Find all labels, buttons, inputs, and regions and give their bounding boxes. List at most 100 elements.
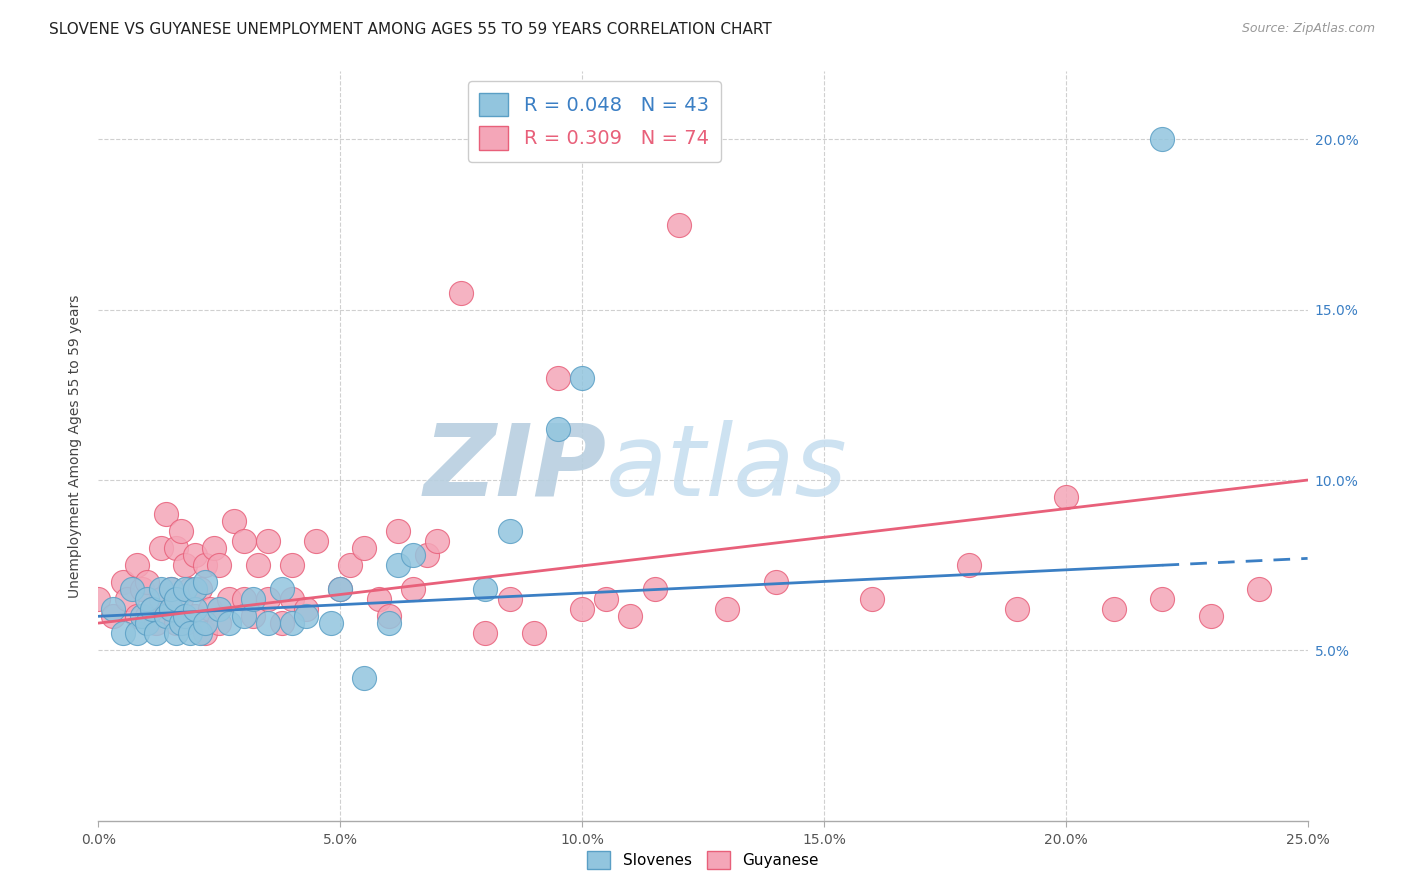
- Point: [232, 609, 254, 624]
- Legend: R = 0.048   N = 43, R = 0.309   N = 74: R = 0.048 N = 43, R = 0.309 N = 74: [468, 81, 721, 161]
- Point: [184, 609, 207, 624]
- Point: [232, 534, 254, 549]
- Point: [174, 558, 197, 573]
- Point: [281, 558, 304, 573]
- Point: [1249, 582, 1271, 596]
- Point: [256, 616, 278, 631]
- Point: [111, 626, 134, 640]
- Point: [247, 558, 270, 573]
- Point: [242, 592, 264, 607]
- Text: ZIP: ZIP: [423, 420, 606, 517]
- Point: [547, 371, 569, 385]
- Point: [416, 548, 439, 562]
- Point: [179, 582, 201, 596]
- Point: [668, 218, 690, 232]
- Point: [160, 602, 183, 616]
- Point: [387, 524, 409, 538]
- Point: [256, 592, 278, 607]
- Point: [1007, 602, 1029, 616]
- Point: [131, 582, 153, 596]
- Point: [765, 575, 787, 590]
- Point: [169, 616, 191, 631]
- Point: [127, 609, 149, 624]
- Point: [387, 558, 409, 573]
- Point: [295, 602, 318, 616]
- Point: [426, 534, 449, 549]
- Point: [271, 582, 294, 596]
- Text: Source: ZipAtlas.com: Source: ZipAtlas.com: [1241, 22, 1375, 36]
- Point: [135, 609, 157, 624]
- Point: [377, 616, 399, 631]
- Point: [498, 592, 520, 607]
- Point: [135, 575, 157, 590]
- Point: [131, 609, 153, 624]
- Point: [208, 616, 231, 631]
- Point: [860, 592, 883, 607]
- Point: [198, 602, 221, 616]
- Point: [295, 609, 318, 624]
- Point: [305, 534, 328, 549]
- Point: [402, 582, 425, 596]
- Point: [174, 616, 197, 631]
- Point: [127, 558, 149, 573]
- Point: [281, 592, 304, 607]
- Point: [141, 602, 163, 616]
- Point: [1152, 132, 1174, 146]
- Point: [184, 602, 207, 616]
- Point: [165, 626, 187, 640]
- Point: [204, 541, 226, 556]
- Point: [111, 575, 134, 590]
- Point: [218, 616, 240, 631]
- Point: [127, 626, 149, 640]
- Point: [242, 609, 264, 624]
- Point: [1054, 490, 1077, 504]
- Point: [619, 609, 641, 624]
- Legend: Slovenes, Guyanese: Slovenes, Guyanese: [581, 845, 825, 875]
- Point: [595, 592, 617, 607]
- Point: [523, 626, 546, 640]
- Point: [184, 582, 207, 596]
- Point: [165, 616, 187, 631]
- Point: [281, 616, 304, 631]
- Point: [319, 616, 342, 631]
- Text: SLOVENE VS GUYANESE UNEMPLOYMENT AMONG AGES 55 TO 59 YEARS CORRELATION CHART: SLOVENE VS GUYANESE UNEMPLOYMENT AMONG A…: [49, 22, 772, 37]
- Point: [188, 626, 211, 640]
- Point: [329, 582, 352, 596]
- Point: [957, 558, 980, 573]
- Point: [135, 592, 157, 607]
- Point: [155, 609, 177, 624]
- Point: [155, 507, 177, 521]
- Point: [271, 616, 294, 631]
- Point: [101, 602, 124, 616]
- Point: [329, 582, 352, 596]
- Point: [368, 592, 391, 607]
- Point: [117, 592, 139, 607]
- Point: [353, 541, 375, 556]
- Point: [1102, 602, 1125, 616]
- Point: [256, 534, 278, 549]
- Point: [339, 558, 361, 573]
- Point: [232, 592, 254, 607]
- Point: [474, 626, 496, 640]
- Point: [179, 626, 201, 640]
- Point: [174, 582, 197, 596]
- Text: atlas: atlas: [606, 420, 848, 517]
- Point: [101, 609, 124, 624]
- Point: [716, 602, 738, 616]
- Point: [571, 602, 593, 616]
- Point: [160, 582, 183, 596]
- Point: [208, 602, 231, 616]
- Point: [150, 541, 173, 556]
- Point: [121, 582, 143, 596]
- Point: [498, 524, 520, 538]
- Point: [571, 371, 593, 385]
- Point: [353, 671, 375, 685]
- Point: [141, 602, 163, 616]
- Point: [402, 548, 425, 562]
- Point: [150, 582, 173, 596]
- Point: [474, 582, 496, 596]
- Point: [1199, 609, 1222, 624]
- Point: [547, 422, 569, 436]
- Point: [377, 609, 399, 624]
- Point: [165, 541, 187, 556]
